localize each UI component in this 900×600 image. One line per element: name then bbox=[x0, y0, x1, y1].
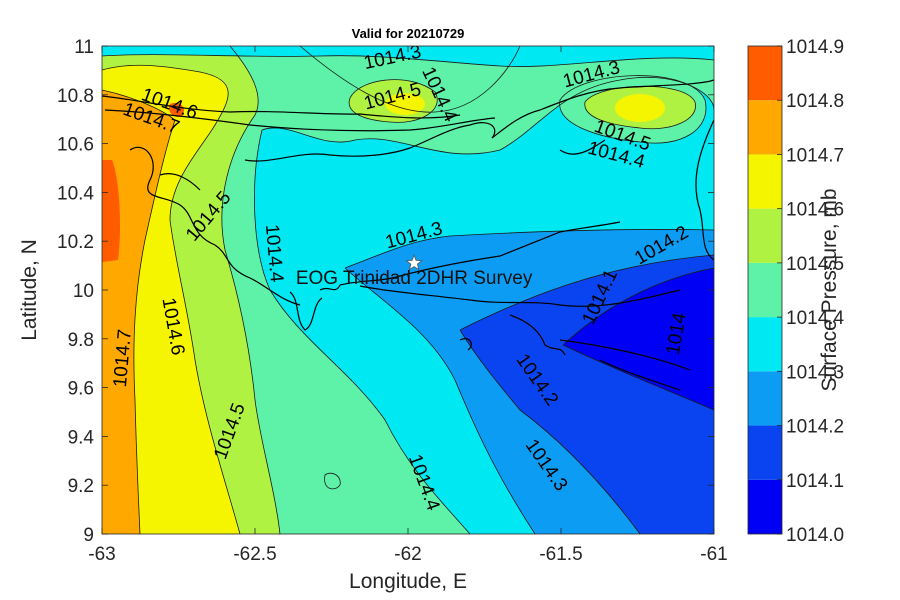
y-tick-label: 9.2 bbox=[68, 476, 94, 497]
colorbar-tick-label: 1014.1 bbox=[786, 471, 844, 492]
colorbar-swatch bbox=[748, 46, 782, 101]
colorbar-swatch bbox=[748, 262, 782, 318]
colorbar-tick-label: 1014.0 bbox=[786, 525, 844, 546]
y-tick-label: 10.6 bbox=[57, 135, 94, 156]
x-axis-label: Longitude, E bbox=[349, 570, 467, 593]
coastlines bbox=[102, 79, 714, 391]
contour-label: 1014.4 bbox=[261, 223, 287, 283]
y-axis: 9 9.2 9.4 9.6 9.8 10 10.2 10.4 10.6 10.8 11 bbox=[57, 37, 714, 546]
y-tick-label: 9 bbox=[83, 525, 94, 546]
colorbar-swatch bbox=[748, 317, 782, 372]
colorbar-swatch bbox=[748, 479, 782, 534]
y-tick-label: 9.6 bbox=[68, 379, 94, 400]
colorbar: 1014.0 1014.1 1014.2 1014.3 1014.4 1014.5 1014… bbox=[747, 37, 845, 546]
y-tick-label: 10.4 bbox=[57, 183, 94, 204]
x-tick-label: -62 bbox=[394, 544, 421, 565]
x-tick-label: -62.5 bbox=[233, 544, 276, 565]
colorbar-tick-label: 1014.4 bbox=[786, 308, 845, 329]
colorbar-swatch bbox=[748, 154, 782, 209]
y-tick-label: 9.8 bbox=[68, 330, 94, 351]
colorbar-label: Surface Pressure, mb bbox=[818, 188, 841, 391]
y-tick-label: 9.4 bbox=[68, 427, 95, 448]
chart-title: Valid for 20210729 bbox=[352, 26, 465, 41]
contour-lines bbox=[102, 46, 714, 534]
colorbar-tick-label: 1014.2 bbox=[786, 417, 844, 438]
colorbar-tick-label: 1014.9 bbox=[786, 37, 844, 58]
survey-label: EOG Trinidad 2DHR Survey bbox=[296, 268, 533, 289]
x-axis: -63 -62.5 -62 -61.5 -61 bbox=[88, 46, 728, 565]
y-tick-label: 10.8 bbox=[57, 86, 94, 107]
survey-star-marker bbox=[405, 254, 423, 271]
contour-band-1014-0 bbox=[563, 268, 714, 410]
colorbar-swatch bbox=[748, 425, 782, 480]
colorbar-swatch bbox=[748, 371, 782, 426]
colorbar-tick-label: 1014.6 bbox=[786, 200, 844, 221]
contour-band-1014-7 bbox=[102, 90, 175, 534]
y-axis-label: Latitude, N bbox=[18, 239, 41, 341]
contour-band-high-right-3 bbox=[615, 94, 665, 122]
y-tick-label: 11 bbox=[74, 37, 94, 58]
colorbar-swatch bbox=[748, 100, 782, 155]
colorbar-tick-label: 1014.7 bbox=[786, 145, 844, 166]
contour-band-1014-8 bbox=[102, 160, 120, 262]
survey-annotation: EOG Trinidad 2DHR Survey bbox=[296, 254, 533, 289]
colorbar-swatch bbox=[748, 208, 782, 263]
x-tick-label: -61.5 bbox=[539, 544, 582, 565]
colorbar-tick-label: 1014.3 bbox=[786, 362, 844, 383]
colorbar-tick-label: 1014.8 bbox=[786, 91, 844, 112]
colorbar-frame bbox=[747, 45, 783, 535]
contour-band-high-center-2 bbox=[385, 93, 425, 115]
contour-label: 1014.7 bbox=[110, 328, 136, 388]
x-tick-label: -61 bbox=[700, 544, 727, 565]
x-tick-label: -63 bbox=[88, 544, 115, 565]
y-tick-label: 10 bbox=[73, 281, 94, 302]
colorbar-tick-label: 1014.5 bbox=[786, 254, 844, 275]
y-tick-label: 10.2 bbox=[57, 232, 94, 253]
